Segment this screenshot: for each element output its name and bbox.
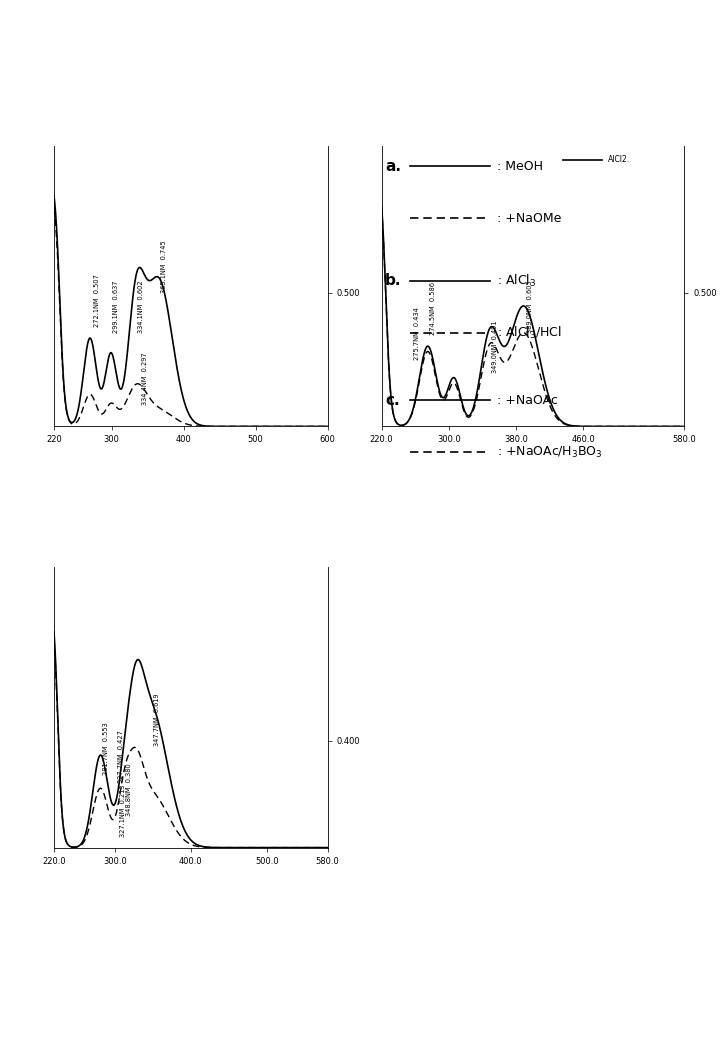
Text: 327.7NM  0.427: 327.7NM 0.427 (118, 730, 124, 783)
Text: : AlCl$_3$: : AlCl$_3$ (497, 272, 536, 289)
Text: 275.7NM  0.434: 275.7NM 0.434 (413, 307, 420, 360)
Text: 348.8NM  0.380: 348.8NM 0.380 (126, 762, 132, 815)
Text: a.: a. (385, 159, 401, 174)
Text: : +NaOMe: : +NaOMe (497, 212, 561, 225)
Text: 347.7NM  0.619: 347.7NM 0.619 (153, 694, 160, 746)
Text: 334.1NM  0.602: 334.1NM 0.602 (138, 280, 144, 333)
Text: 334.4NM  0.297: 334.4NM 0.297 (142, 353, 148, 405)
Text: 365.1NM  0.745: 365.1NM 0.745 (161, 240, 166, 292)
Text: 349.0NM  0.491: 349.0NM 0.491 (492, 320, 498, 373)
Text: : AlCl$_3$/HCl: : AlCl$_3$/HCl (497, 324, 562, 341)
Text: 272.1NM  0.507: 272.1NM 0.507 (94, 275, 99, 328)
Text: : +NaOAc: : +NaOAc (497, 394, 558, 407)
Text: 299.1NM  0.637: 299.1NM 0.637 (113, 281, 119, 333)
Text: 389.0NM  0.605: 389.0NM 0.605 (527, 280, 533, 333)
Text: c.: c. (385, 393, 400, 408)
Text: 274.5NM  0.586: 274.5NM 0.586 (431, 283, 436, 336)
Text: AlCl2.: AlCl2. (608, 155, 631, 164)
Text: 327.1NM  0.213: 327.1NM 0.213 (120, 784, 126, 837)
Text: : +NaOAc/H$_3$BO$_3$: : +NaOAc/H$_3$BO$_3$ (497, 445, 603, 460)
Text: b.: b. (385, 274, 402, 288)
Text: 281.7NM  0.553: 281.7NM 0.553 (103, 723, 109, 776)
Text: : MeOH: : MeOH (497, 160, 543, 173)
